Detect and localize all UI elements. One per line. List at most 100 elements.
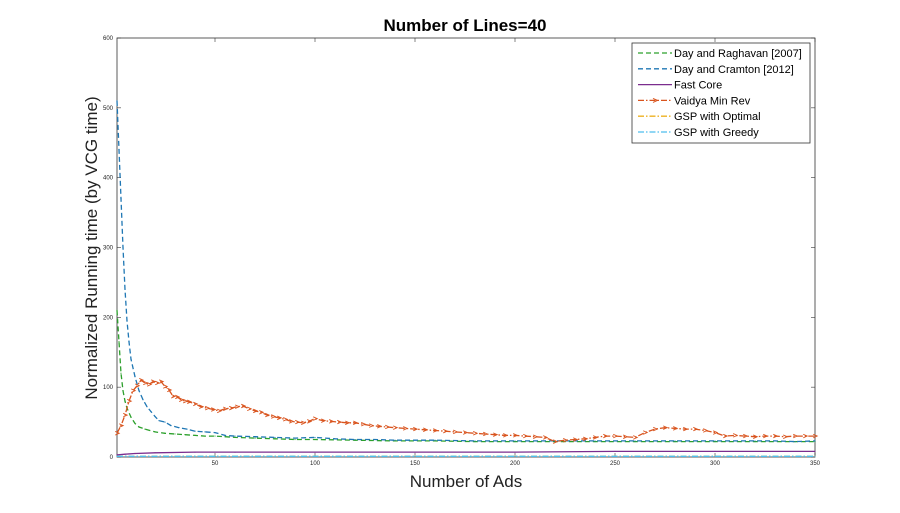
- data-point: [126, 320, 128, 322]
- data-point: [314, 455, 316, 457]
- data-point: [120, 372, 122, 374]
- data-point: [774, 440, 776, 442]
- data-point: [204, 431, 206, 433]
- data-point: [295, 419, 301, 425]
- series-layer: [115, 100, 819, 457]
- data-point: [234, 436, 236, 439]
- y-tick-label: 600: [103, 36, 114, 42]
- data-point: [254, 436, 256, 438]
- data-point: [124, 288, 126, 290]
- data-point: [633, 435, 639, 440]
- series-2: [116, 450, 816, 456]
- data-point: [361, 421, 367, 427]
- data-point: [265, 412, 271, 418]
- data-point: [474, 440, 476, 442]
- data-point: [321, 418, 327, 423]
- y-tick-label: 200: [103, 315, 114, 321]
- data-point: [154, 431, 156, 433]
- x-tick-label: 100: [310, 461, 321, 467]
- data-point: [813, 433, 819, 439]
- data-point: [229, 405, 235, 411]
- data-point: [119, 423, 125, 428]
- data-point: [354, 438, 356, 441]
- data-point: [139, 377, 145, 383]
- data-point: [385, 424, 391, 430]
- data-point: [122, 390, 124, 392]
- data-point: [553, 439, 559, 444]
- data-point: [241, 403, 247, 409]
- data-point: [337, 419, 343, 425]
- data-point: [313, 416, 319, 421]
- x-tick-label: 200: [510, 461, 521, 467]
- data-point: [294, 438, 296, 441]
- data-point: [714, 455, 716, 457]
- data-point: [142, 399, 144, 401]
- data-point: [503, 433, 509, 438]
- data-point: [130, 358, 132, 360]
- data-point: [120, 198, 122, 200]
- data-point: [583, 436, 589, 442]
- data-point: [183, 398, 189, 404]
- data-point: [134, 422, 136, 425]
- legend-box: [631, 42, 811, 144]
- data-point: [643, 430, 649, 435]
- data-point: [154, 415, 156, 418]
- data-point: [122, 246, 124, 249]
- data-point: [138, 426, 140, 428]
- data-point: [214, 431, 216, 434]
- data-point: [186, 428, 188, 430]
- data-point: [234, 435, 236, 437]
- data-point: [115, 431, 121, 436]
- data-point: [164, 432, 166, 434]
- data-point: [793, 433, 799, 439]
- series-1: [116, 100, 816, 443]
- data-point: [593, 435, 599, 440]
- data-point: [393, 425, 399, 430]
- data-point: [413, 426, 419, 432]
- data-point: [803, 433, 809, 439]
- data-point: [377, 424, 383, 429]
- axis-ticks: 50 100 150 200 250 300 350 0 100 200 300 400 500 600: [103, 36, 821, 467]
- data-point: [134, 452, 136, 455]
- data-point: [118, 149, 120, 151]
- data-point: [283, 417, 289, 422]
- y-tick-label: 500: [103, 106, 114, 112]
- data-point: [334, 438, 336, 440]
- data-point: [814, 440, 816, 442]
- data-point: [814, 450, 816, 453]
- data-point: [130, 416, 132, 418]
- data-point: [223, 406, 229, 412]
- data-point: [170, 424, 172, 427]
- data-point: [314, 451, 316, 453]
- data-point: [634, 440, 636, 442]
- data-point: [374, 438, 376, 441]
- legend-label: Vaidya Min Rev: [674, 95, 751, 107]
- data-point: [763, 433, 769, 439]
- data-point: [187, 399, 193, 405]
- data-point: [174, 433, 176, 435]
- data-point: [274, 436, 276, 439]
- data-point: [573, 437, 579, 442]
- data-point: [154, 452, 156, 454]
- data-point: [214, 435, 216, 437]
- x-tick-label: 250: [610, 461, 621, 467]
- data-point: [314, 436, 316, 439]
- data-point: [205, 405, 211, 411]
- data-point: [423, 427, 429, 432]
- data-point: [533, 434, 539, 439]
- data-point: [673, 426, 679, 431]
- data-point: [134, 376, 136, 378]
- data-point: [783, 434, 789, 439]
- data-point: [159, 379, 165, 384]
- data-point: [146, 406, 148, 408]
- data-point: [543, 435, 549, 440]
- data-point: [614, 455, 616, 457]
- data-point: [353, 420, 359, 425]
- x-axis-label: Number of Ads: [410, 472, 522, 491]
- legend-label: Day and Raghavan [2007]: [674, 48, 802, 60]
- data-point: [138, 390, 140, 392]
- data-point: [193, 401, 199, 407]
- data-point: [199, 404, 205, 409]
- data-point: [224, 436, 226, 438]
- data-point: [135, 383, 141, 388]
